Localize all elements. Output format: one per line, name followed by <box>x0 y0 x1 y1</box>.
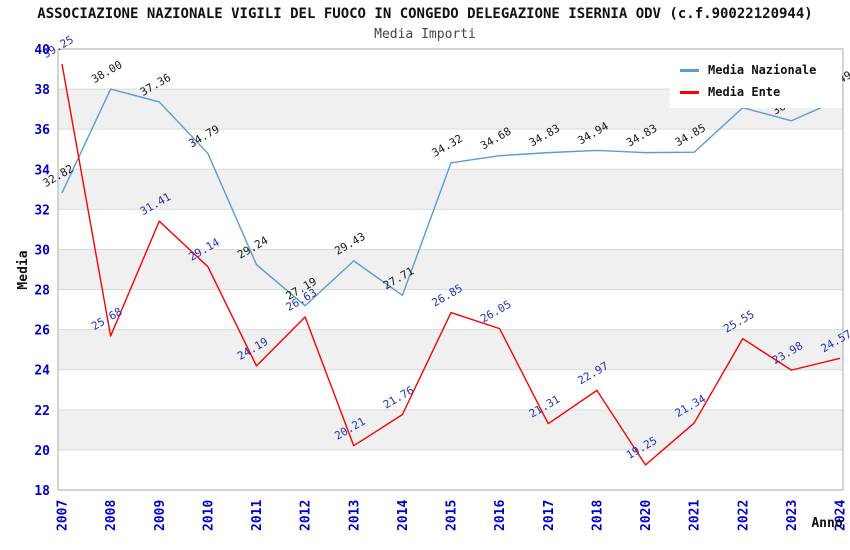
plot-band <box>58 409 843 450</box>
x-tick-label: 2008 <box>104 500 119 531</box>
plot-border <box>57 48 844 491</box>
x-tick-label: 2024 <box>834 500 849 531</box>
y-tick-label: 22 <box>34 404 50 419</box>
x-tick-label: 2009 <box>153 500 168 531</box>
plot-band <box>58 249 843 290</box>
data-label: 26.05 <box>478 298 513 326</box>
legend-label-media-ente: Media Ente <box>708 85 781 99</box>
x-tick-label: 2016 <box>493 500 508 531</box>
y-tick-label: 38 <box>34 83 50 98</box>
y-tick-label: 30 <box>34 243 50 258</box>
x-axis-title: Anno <box>811 516 842 531</box>
y-tick-label: 36 <box>34 123 50 138</box>
x-tick-label: 2022 <box>736 500 751 531</box>
x-tick-label: 2013 <box>347 500 362 531</box>
legend-label-media-nazionale: Media Nazionale <box>708 63 817 77</box>
data-label: 34.32 <box>430 132 465 160</box>
x-tick-label: 2007 <box>56 500 71 531</box>
x-tick-label: 2023 <box>785 500 800 531</box>
legend: Media Nazionale Media Ente <box>670 56 842 108</box>
x-tick-label: 2017 <box>542 500 557 531</box>
x-tick-label: 2011 <box>250 500 265 531</box>
plot-bands <box>58 89 843 450</box>
x-tick-label: 2010 <box>201 500 216 531</box>
data-label: 38.00 <box>89 58 124 86</box>
y-tick-label: 18 <box>34 484 50 499</box>
data-label: 21.76 <box>381 384 416 412</box>
y-tick-label: 24 <box>34 364 50 379</box>
series-line-media-ente <box>61 63 841 466</box>
media-nazionale-line-swatch-icon <box>680 68 699 72</box>
y-tick-label: 26 <box>34 324 50 339</box>
data-label: 25.68 <box>89 305 124 333</box>
y-tick-label: 32 <box>34 203 50 218</box>
y-tick-label: 20 <box>34 444 50 459</box>
x-tick-label: 2021 <box>688 500 703 531</box>
plot-band <box>58 169 843 210</box>
y-tick-label: 34 <box>34 163 50 178</box>
x-tick-label: 2014 <box>396 500 411 531</box>
chart-subtitle: Media Importi <box>374 27 476 42</box>
series-line-media-nazionale <box>61 88 841 307</box>
plot-band <box>58 329 843 370</box>
legend-item-media-ente[interactable]: Media Ente <box>680 85 836 99</box>
media-ente-line-swatch-icon <box>680 90 699 94</box>
x-tick-label: 2018 <box>590 500 605 531</box>
x-tick-label: 2020 <box>639 500 654 531</box>
x-tick-label: 2015 <box>445 500 460 531</box>
y-tick-label: 40 <box>34 43 50 58</box>
chart-title: ASSOCIAZIONE NAZIONALE VIGILI DEL FUOCO … <box>37 6 813 22</box>
y-axis-tick-labels: 18 20 22 24 26 28 30 32 34 36 38 40 <box>34 43 50 499</box>
x-axis-tick-labels: 2007 2008 2009 2010 2011 2012 2013 2014 2015 2016… <box>56 500 849 531</box>
y-tick-label: 28 <box>34 284 50 299</box>
legend-item-media-nazionale[interactable]: Media Nazionale <box>680 63 836 77</box>
y-axis-title: Media <box>16 250 31 289</box>
x-tick-label: 2012 <box>299 500 314 531</box>
